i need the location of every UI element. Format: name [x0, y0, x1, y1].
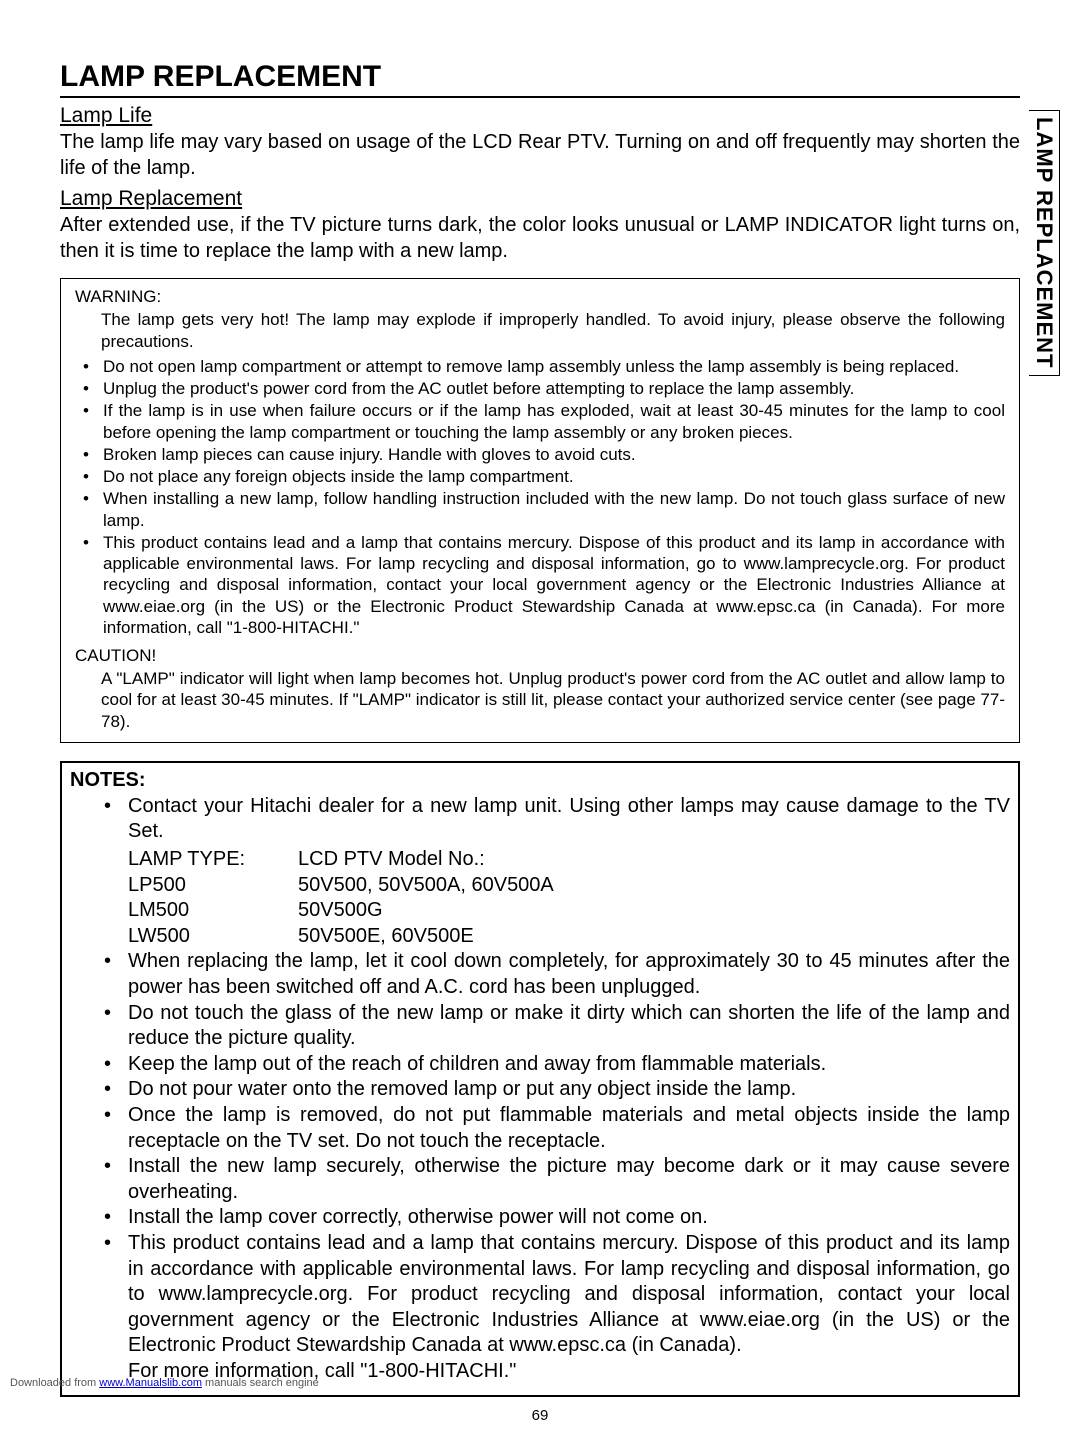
caution-body: A "LAMP" indicator will light when lamp … [101, 668, 1005, 732]
footer: Downloaded from www.Manualslib.com manua… [10, 1377, 319, 1389]
document-page: LAMP REPLACEMENT LAMP REPLACEMENT Lamp L… [0, 0, 1080, 1444]
warning-box: WARNING: The lamp gets very hot! The lam… [60, 278, 1020, 743]
table-row: LM500 50V500G [128, 898, 1010, 924]
table-cell: LCD PTV Model No.: [298, 847, 1010, 873]
page-title: LAMP REPLACEMENT [60, 60, 1020, 98]
warning-title: WARNING: [75, 287, 1005, 307]
caution-title: CAUTION! [75, 646, 1005, 666]
notes-item: Install the new lamp securely, otherwise… [100, 1154, 1010, 1205]
notes-item: When replacing the lamp, let it cool dow… [100, 949, 1010, 1000]
warning-item: Unplug the product's power cord from the… [79, 378, 1005, 399]
warning-list: Do not open lamp compartment or attempt … [75, 356, 1005, 638]
notes-list: Contact your Hitachi dealer for a new la… [70, 794, 1010, 1385]
warning-item: Broken lamp pieces can cause injury. Han… [79, 444, 1005, 465]
notes-item: Once the lamp is removed, do not put fla… [100, 1103, 1010, 1154]
section-body-lamp-replacement: After extended use, if the TV picture tu… [60, 213, 1020, 264]
table-cell: LP500 [128, 873, 298, 899]
notes-item: Install the lamp cover correctly, otherw… [100, 1205, 1010, 1231]
section-heading-lamp-life: Lamp Life [60, 104, 1020, 128]
table-row: LP500 50V500, 50V500A, 60V500A [128, 873, 1010, 899]
warning-item: Do not place any foreign objects inside … [79, 466, 1005, 487]
table-cell: 50V500G [298, 898, 1010, 924]
notes-title: NOTES: [70, 769, 1010, 792]
table-cell: LW500 [128, 924, 298, 950]
warning-item: When installing a new lamp, follow handl… [79, 488, 1005, 531]
notes-item: Keep the lamp out of the reach of childr… [100, 1052, 1010, 1078]
notes-item: Contact your Hitachi dealer for a new la… [100, 794, 1010, 950]
warning-item: If the lamp is in use when failure occur… [79, 400, 1005, 443]
notes-item-text: Contact your Hitachi dealer for a new la… [128, 795, 1010, 843]
notes-item: Do not pour water onto the removed lamp … [100, 1077, 1010, 1103]
warning-item: This product contains lead and a lamp th… [79, 532, 1005, 638]
table-cell: LAMP TYPE: [128, 847, 298, 873]
table-cell: 50V500, 50V500A, 60V500A [298, 873, 1010, 899]
footer-suffix: manuals search engine [202, 1377, 319, 1389]
lamp-type-table: LAMP TYPE: LCD PTV Model No.: LP500 50V5… [128, 847, 1010, 949]
footer-link[interactable]: www.Manualslib.com [99, 1377, 202, 1389]
section-body-lamp-life: The lamp life may vary based on usage of… [60, 130, 1020, 181]
page-number: 69 [60, 1407, 1020, 1424]
notes-item: This product contains lead and a lamp th… [100, 1231, 1010, 1385]
warning-intro: The lamp gets very hot! The lamp may exp… [101, 309, 1005, 352]
footer-prefix: Downloaded from [10, 1377, 99, 1389]
table-row: LAMP TYPE: LCD PTV Model No.: [128, 847, 1010, 873]
section-heading-lamp-replacement: Lamp Replacement [60, 187, 1020, 211]
table-row: LW500 50V500E, 60V500E [128, 924, 1010, 950]
notes-item: Do not touch the glass of the new lamp o… [100, 1001, 1010, 1052]
table-cell: LM500 [128, 898, 298, 924]
table-cell: 50V500E, 60V500E [298, 924, 1010, 950]
notes-box: NOTES: Contact your Hitachi dealer for a… [60, 761, 1020, 1397]
warning-item: Do not open lamp compartment or attempt … [79, 356, 1005, 377]
side-tab: LAMP REPLACEMENT [1029, 110, 1060, 376]
